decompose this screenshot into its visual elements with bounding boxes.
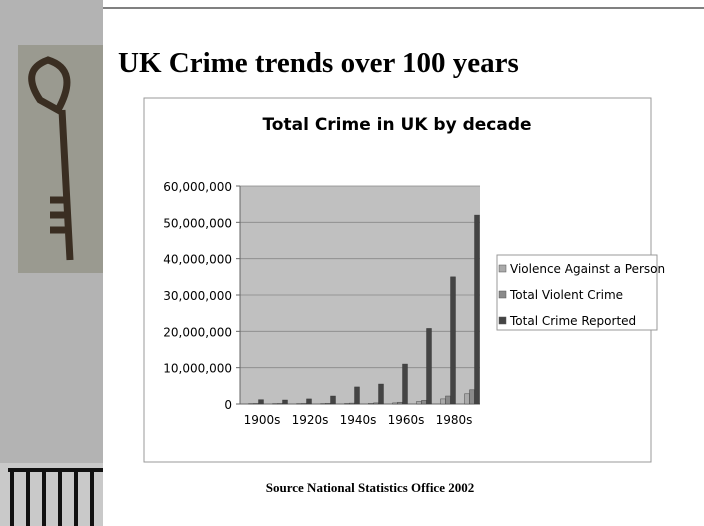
bar <box>474 214 480 405</box>
bar <box>282 399 288 405</box>
bar <box>421 400 427 405</box>
chart-title: Total Crime in UK by decade <box>262 115 531 135</box>
bar <box>330 395 336 405</box>
bar <box>397 401 403 405</box>
bar <box>426 328 432 405</box>
railing-icon <box>8 468 103 526</box>
railing-image <box>0 463 103 526</box>
bar <box>301 403 307 405</box>
x-tick-label: 1980s <box>436 413 473 427</box>
bar <box>469 389 475 405</box>
bar <box>450 276 456 405</box>
bar <box>258 399 264 405</box>
y-tick-label: 20,000,000 <box>163 325 232 339</box>
y-tick-label: 60,000,000 <box>163 180 232 194</box>
bar <box>416 401 422 405</box>
source-note: Source National Statistics Office 2002 <box>266 480 474 495</box>
legend-swatch <box>498 316 507 325</box>
x-tick-label: 1900s <box>244 413 281 427</box>
bar <box>354 386 360 405</box>
bar <box>368 403 374 405</box>
legend-label: Total Violent Crime <box>509 288 623 302</box>
y-tick-label: 30,000,000 <box>163 289 232 303</box>
legend-swatch <box>498 290 507 299</box>
bar <box>306 398 312 405</box>
x-tick-label: 1960s <box>388 413 425 427</box>
legend-label: Violence Against a Person <box>510 262 665 276</box>
y-tick-label: 50,000,000 <box>163 216 232 230</box>
slide-title: UK Crime trends over 100 years <box>118 47 519 79</box>
bar <box>402 363 408 405</box>
x-tick-label: 1940s <box>340 413 377 427</box>
legend-label: Total Crime Reported <box>509 314 636 328</box>
bar <box>253 403 259 405</box>
bar <box>392 402 398 405</box>
x-tick-label: 1920s <box>292 413 329 427</box>
legend <box>496 254 658 331</box>
bar <box>445 395 451 405</box>
bar <box>344 403 350 405</box>
bar <box>440 398 446 405</box>
legend-swatch <box>498 264 507 273</box>
bar <box>325 403 331 405</box>
bar <box>464 393 470 405</box>
bar <box>378 383 384 405</box>
bar <box>373 402 379 405</box>
key-icon <box>28 56 74 261</box>
y-tick-label: 0 <box>224 398 232 412</box>
bar <box>277 403 283 405</box>
y-tick-label: 10,000,000 <box>163 362 232 376</box>
y-tick-label: 40,000,000 <box>163 253 232 267</box>
bar <box>349 402 355 405</box>
